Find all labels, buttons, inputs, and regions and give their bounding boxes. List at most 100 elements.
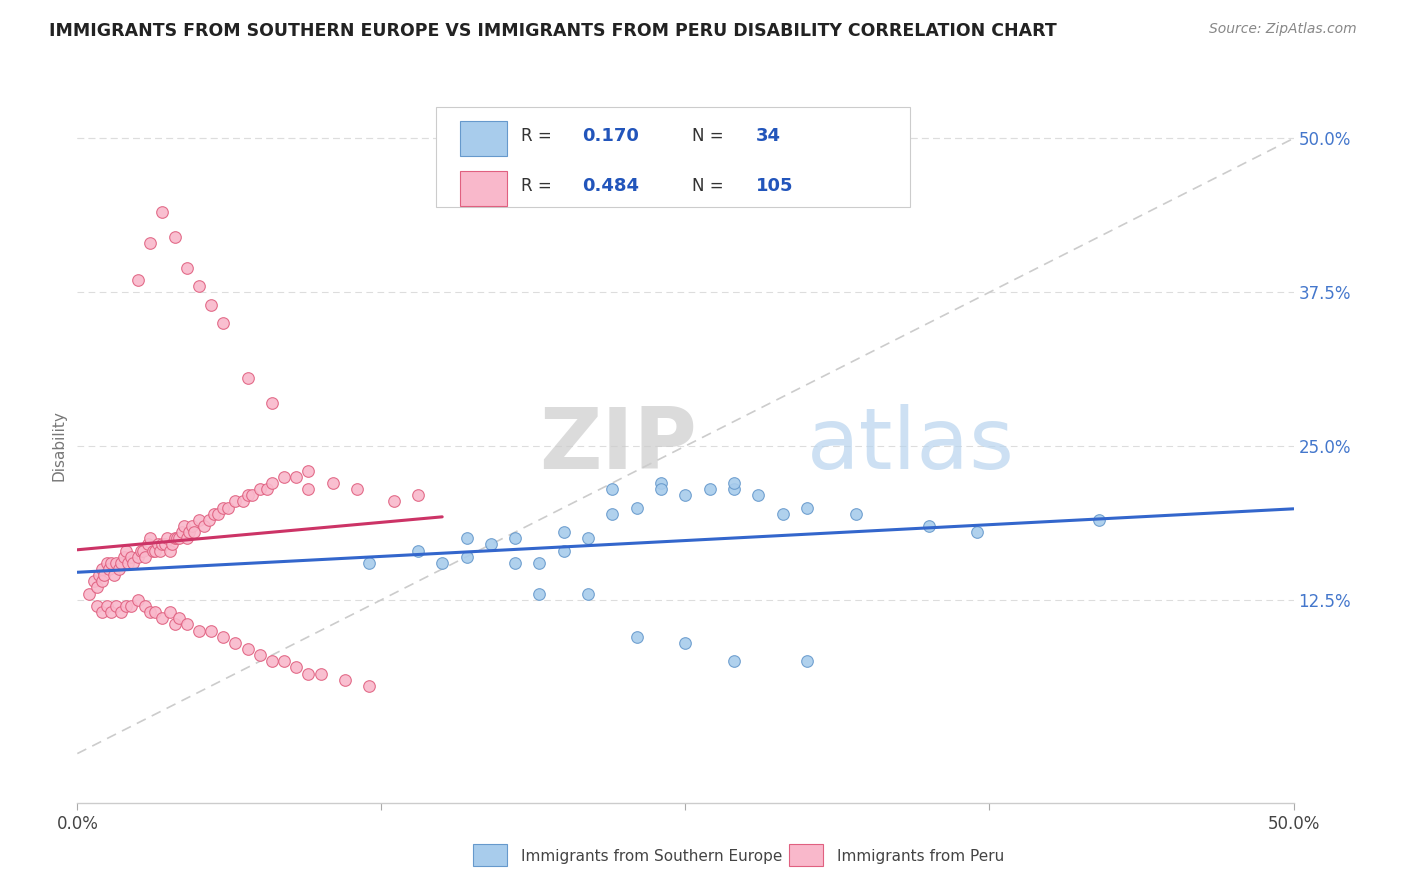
Point xyxy=(346,482,368,496)
Point xyxy=(918,519,941,533)
Point xyxy=(86,581,108,595)
Y-axis label: Disability: Disability xyxy=(51,410,66,482)
Point xyxy=(132,543,155,558)
Point xyxy=(650,482,672,496)
Point xyxy=(120,599,142,613)
Point xyxy=(200,624,222,638)
Point xyxy=(90,574,112,589)
Point xyxy=(163,230,186,244)
Point xyxy=(796,654,818,668)
Point xyxy=(86,599,108,613)
Text: ZIP: ZIP xyxy=(540,404,697,488)
Point xyxy=(285,469,308,483)
Point xyxy=(134,599,156,613)
Point xyxy=(169,611,191,625)
Point xyxy=(153,537,176,551)
Point xyxy=(120,549,142,564)
Point xyxy=(359,556,381,570)
Point xyxy=(723,475,745,490)
Text: N =: N = xyxy=(692,177,728,194)
Point xyxy=(129,543,152,558)
Point xyxy=(93,568,115,582)
Point xyxy=(83,574,105,589)
Point xyxy=(576,587,599,601)
Point xyxy=(143,605,166,619)
Point xyxy=(156,531,179,545)
Point xyxy=(796,500,818,515)
Point xyxy=(159,605,181,619)
Point xyxy=(256,482,278,496)
Point xyxy=(89,568,111,582)
Point xyxy=(236,488,259,502)
Point xyxy=(359,679,381,693)
Point xyxy=(626,500,648,515)
Point xyxy=(297,464,319,478)
Point xyxy=(249,648,271,662)
Text: 0.170: 0.170 xyxy=(582,127,638,145)
Point xyxy=(406,488,429,502)
Point xyxy=(117,556,139,570)
Point xyxy=(576,531,599,545)
Point xyxy=(297,482,319,496)
Point xyxy=(90,562,112,576)
Point xyxy=(675,488,697,502)
Point xyxy=(176,617,198,632)
Point xyxy=(297,666,319,681)
Point xyxy=(699,482,721,496)
Point xyxy=(553,543,575,558)
Text: 0.484: 0.484 xyxy=(582,177,640,194)
Point xyxy=(322,475,344,490)
Point xyxy=(772,507,794,521)
Point xyxy=(966,525,988,540)
Point xyxy=(224,494,246,508)
Point xyxy=(309,666,332,681)
Point xyxy=(152,611,174,625)
Point xyxy=(163,531,186,545)
Point xyxy=(134,549,156,564)
Point xyxy=(197,513,219,527)
Point xyxy=(845,507,868,521)
Point xyxy=(79,587,101,601)
Point xyxy=(202,507,225,521)
Point xyxy=(650,475,672,490)
Point xyxy=(553,525,575,540)
Text: Source: ZipAtlas.com: Source: ZipAtlas.com xyxy=(1209,22,1357,37)
Point xyxy=(193,519,215,533)
Text: atlas: atlas xyxy=(807,404,1015,488)
Point xyxy=(217,500,239,515)
Point xyxy=(200,297,222,311)
Point xyxy=(212,500,235,515)
Point xyxy=(103,568,125,582)
Point xyxy=(105,599,128,613)
Point xyxy=(90,605,112,619)
Point xyxy=(97,562,120,576)
Point xyxy=(143,543,166,558)
Point xyxy=(183,525,205,540)
Point xyxy=(173,519,195,533)
Point xyxy=(333,673,356,687)
FancyBboxPatch shape xyxy=(436,107,911,207)
Point xyxy=(236,642,259,657)
Point xyxy=(260,396,283,410)
Text: IMMIGRANTS FROM SOUTHERN EUROPE VS IMMIGRANTS FROM PERU DISABILITY CORRELATION C: IMMIGRANTS FROM SOUTHERN EUROPE VS IMMIG… xyxy=(49,22,1057,40)
Point xyxy=(188,513,211,527)
Point xyxy=(723,482,745,496)
Point xyxy=(212,316,235,330)
Text: R =: R = xyxy=(522,177,557,194)
Point xyxy=(139,235,162,250)
Point xyxy=(96,556,118,570)
Point xyxy=(115,543,138,558)
Point xyxy=(479,537,502,551)
Point xyxy=(242,488,264,502)
Point xyxy=(127,273,149,287)
Point xyxy=(626,630,648,644)
Point xyxy=(747,488,769,502)
Point xyxy=(529,556,551,570)
Point xyxy=(166,531,188,545)
Point xyxy=(1088,513,1111,527)
Point xyxy=(382,494,405,508)
Point xyxy=(273,469,295,483)
Point xyxy=(159,543,181,558)
Point xyxy=(179,525,201,540)
Point xyxy=(136,537,159,551)
